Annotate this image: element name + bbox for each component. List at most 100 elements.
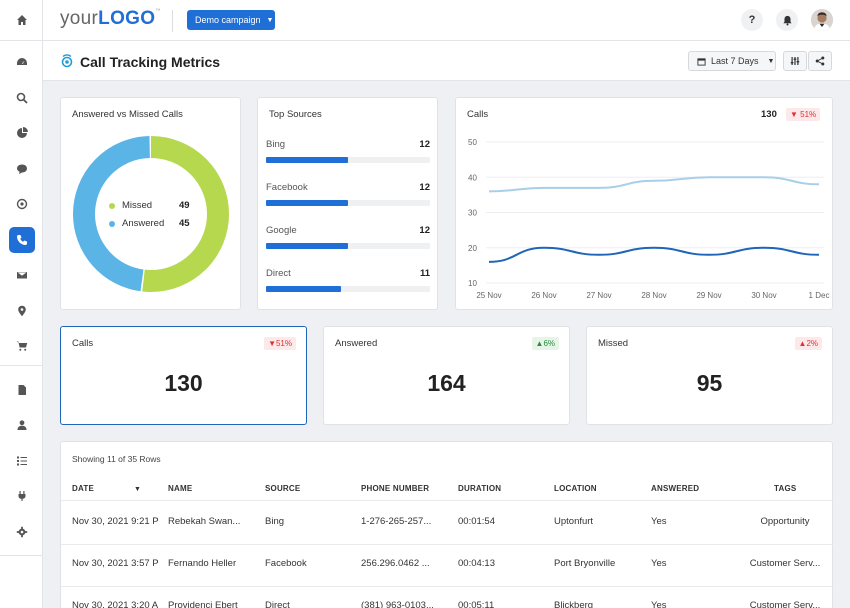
table-cell-duration: 00:04:13 <box>458 558 495 569</box>
x-tick-label: 25 Nov <box>476 291 501 300</box>
kpi-badge: ▲2% <box>794 337 822 350</box>
kpi-value: 164 <box>427 370 466 396</box>
calls-table-card: Showing 11 of 35 Rows DATE ▼ NAME SOURCE … <box>60 441 833 608</box>
sidebar-locations[interactable] <box>9 298 35 324</box>
sidebar-users[interactable] <box>9 412 35 438</box>
x-tick-label: 26 Nov <box>531 291 556 300</box>
col-source[interactable]: SOURCE <box>265 484 301 493</box>
table-cell-name: Fernando Heller <box>168 558 237 569</box>
checklist-icon <box>17 456 27 466</box>
badge-text: 51% <box>800 110 817 119</box>
logo[interactable]: yourLOGO™ <box>60 8 161 30</box>
calls-change-badge: ▼ 51% <box>786 108 821 121</box>
source-bar-fill <box>266 286 342 292</box>
x-tick-label: 28 Nov <box>641 291 666 300</box>
logo-tm: ™ <box>155 8 161 14</box>
header-separator <box>172 10 173 32</box>
sort-desc-icon: ▼ <box>133 486 142 493</box>
radar-icon <box>16 198 28 210</box>
table-cell-date: Nov 30, 2021 9:21 P <box>72 516 159 527</box>
table-cell-date: Nov 30, 2021 3:57 P <box>72 558 159 569</box>
sidebar-dashboard[interactable] <box>9 49 35 75</box>
series-line-1 <box>488 246 820 263</box>
notifications-button[interactable] <box>776 9 798 31</box>
top-sources-card: Top Sources Bing 12 Facebook 12 Google 1… <box>257 97 438 310</box>
legend-missed: Missed 49 <box>109 200 190 211</box>
x-tick-label: 30 Nov <box>751 291 776 300</box>
source-value: 12 <box>419 225 430 236</box>
col-phone[interactable]: PHONE NUMBER <box>361 484 430 493</box>
sidebar-reports[interactable] <box>9 120 35 146</box>
legend-answered: Answered 45 <box>109 218 190 229</box>
kpi-card-answered[interactable]: Answered ▲6% 164 <box>323 326 570 425</box>
page-header: Call Tracking Metrics Last 7 Days ▼ <box>43 41 850 81</box>
sidebar-tasks[interactable] <box>9 448 35 474</box>
table-cell-name: Rebekah Swan... <box>168 516 241 527</box>
legend-value: 49 <box>179 200 190 211</box>
card-title: Answered vs Missed Calls <box>72 109 183 120</box>
source-name: Bing <box>266 139 286 150</box>
campaign-dropdown[interactable]: Demo campaign ▼ <box>187 10 275 30</box>
date-range-dropdown[interactable]: Last 7 Days ▼ <box>688 51 776 71</box>
sidebar-messages[interactable] <box>9 156 35 182</box>
series-line-0 <box>488 176 820 193</box>
legend-label: Missed <box>122 200 153 211</box>
document-icon <box>18 385 26 395</box>
donut-slice-missed[interactable] <box>73 136 229 292</box>
source-item-direct: Direct 11 <box>266 268 430 292</box>
legend-dot <box>109 202 115 209</box>
sidebar-calls[interactable] <box>9 227 35 253</box>
col-duration[interactable]: DURATION <box>458 484 502 493</box>
source-bar-track <box>266 243 430 249</box>
col-tags[interactable]: TAGS <box>774 484 797 493</box>
table-cell-tags: Customer Serv... <box>749 558 821 569</box>
sidebar-integrations[interactable] <box>9 483 35 509</box>
sidebar-documents[interactable] <box>9 377 35 403</box>
avatar-image <box>811 9 833 31</box>
col-answered[interactable]: ANSWERED <box>651 484 700 493</box>
answered-vs-missed-card: Answered vs Missed Calls Missed 49 Answe… <box>60 97 241 310</box>
y-tick-label: 40 <box>468 173 477 182</box>
sidebar-analytics[interactable] <box>9 191 35 217</box>
source-item-facebook: Facebook 12 <box>266 182 430 206</box>
sidebar-search[interactable] <box>9 85 35 111</box>
table-cell-date: Nov 30, 2021 3:20 A <box>72 600 159 608</box>
sidebar-home[interactable] <box>9 7 35 33</box>
kpi-title: Missed <box>598 338 629 349</box>
calendar-icon <box>697 57 706 66</box>
y-tick-label: 50 <box>468 138 477 147</box>
sidebar-divider <box>0 555 43 556</box>
plug-icon <box>18 491 26 501</box>
sidebar-settings[interactable] <box>9 519 35 545</box>
source-name: Facebook <box>266 182 308 193</box>
top-header: yourLOGO™ Demo campaign ▼ ? <box>43 0 850 41</box>
donut-slice-answered[interactable] <box>73 136 229 292</box>
share-button[interactable] <box>808 51 832 71</box>
col-location[interactable]: LOCATION <box>554 484 597 493</box>
customize-button[interactable] <box>783 51 807 71</box>
kpi-card-calls[interactable]: Calls ▼51% 130 <box>60 326 307 425</box>
row-divider <box>61 544 833 545</box>
col-date[interactable]: DATE ▼ <box>72 484 141 493</box>
share-icon <box>815 56 825 66</box>
avatar[interactable] <box>811 9 833 31</box>
x-tick-label: 1 Dec <box>809 291 830 300</box>
home-icon <box>17 15 27 25</box>
chat-icon <box>17 164 27 174</box>
chevron-down-icon: ▼ <box>266 16 274 24</box>
sidebar-ecommerce[interactable] <box>9 333 35 359</box>
source-name: Google <box>266 225 297 236</box>
kpi-badge: ▲6% <box>531 337 559 350</box>
help-button[interactable]: ? <box>741 9 763 31</box>
phone-icon <box>17 235 27 245</box>
x-tick-label: 29 Nov <box>696 291 721 300</box>
col-name[interactable]: NAME <box>168 484 193 493</box>
calls-total: 130 <box>761 109 777 120</box>
sidebar-email[interactable] <box>9 262 35 288</box>
kpi-badge: ▼51% <box>264 337 296 350</box>
kpi-card-missed[interactable]: Missed ▲2% 95 <box>586 326 833 425</box>
source-bar-fill <box>266 157 348 163</box>
source-value: 12 <box>419 139 430 150</box>
sidebar-divider <box>0 365 43 366</box>
table-cell-source: Bing <box>265 516 285 527</box>
